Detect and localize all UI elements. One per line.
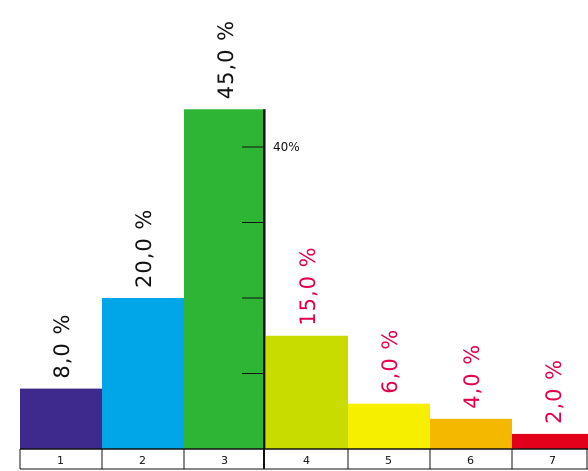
bars-group — [20, 109, 588, 449]
bar-6 — [430, 418, 512, 449]
bar-3 — [184, 109, 266, 449]
category-label-4: 4 — [303, 454, 310, 467]
value-label-5: 6,0 % — [378, 329, 402, 394]
bar-5 — [348, 403, 430, 449]
category-table: 1 2 3 4 5 6 7 — [19, 448, 588, 470]
category-label-2: 2 — [139, 454, 146, 467]
value-label-6: 4,0 % — [460, 344, 484, 409]
category-label-6: 6 — [467, 454, 474, 467]
value-label-1: 8,0 % — [50, 314, 74, 379]
bar-2 — [102, 298, 184, 449]
y-axis: 40% — [242, 109, 300, 469]
category-label-7: 7 — [549, 454, 556, 467]
value-label-2: 20,0 % — [132, 209, 156, 288]
category-label-5: 5 — [385, 454, 392, 467]
y-tick-label-40: 40% — [273, 140, 300, 154]
value-label-3: 45,0 % — [214, 20, 238, 99]
category-label-3: 3 — [221, 454, 228, 467]
category-label-1: 1 — [57, 454, 64, 467]
value-label-7: 2,0 % — [542, 359, 566, 424]
value-labels-group: 8,0 % 20,0 % 45,0 % 15,0 % 6,0 % 4,0 % 2,0 % — [50, 20, 566, 424]
bar-7 — [512, 433, 588, 449]
bar-4 — [266, 335, 348, 449]
bar-1 — [20, 388, 102, 449]
value-label-4: 15,0 % — [296, 246, 320, 325]
